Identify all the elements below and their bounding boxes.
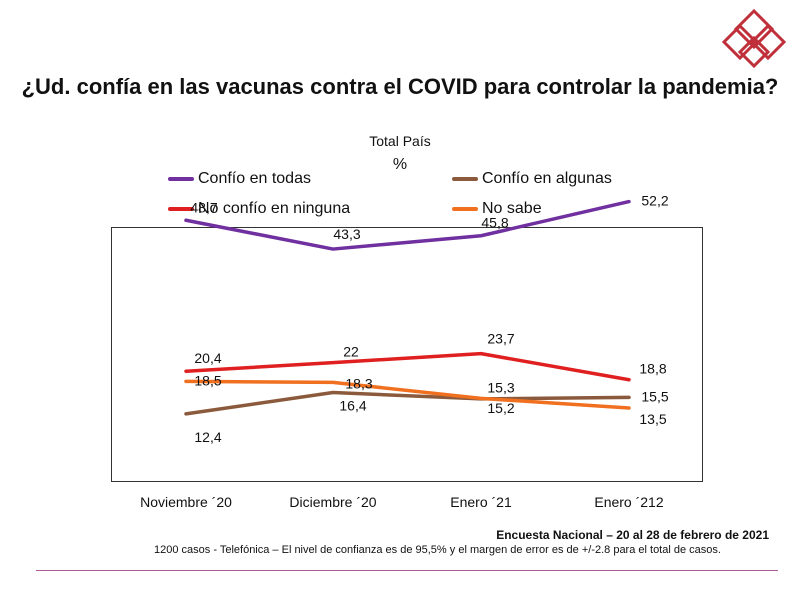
- data-label: 52,2: [641, 193, 668, 209]
- legend-swatch: [168, 177, 194, 181]
- series-line-0: [184, 199, 631, 251]
- series-line-3: [184, 379, 631, 410]
- company-logo: [721, 8, 787, 69]
- legend-swatch: [168, 207, 194, 211]
- methodology-note: 1200 casos - Telefónica – El nivel de co…: [154, 544, 721, 556]
- data-label: 16,4: [339, 398, 366, 414]
- legend-swatch: [452, 177, 478, 181]
- data-label: 15,5: [641, 388, 668, 404]
- data-label: 20,4: [194, 350, 221, 366]
- legend-swatch: [452, 207, 478, 211]
- legend-item-confio-algunas: Confío en algunas: [452, 170, 612, 188]
- legend-label: Confío en algunas: [482, 170, 612, 187]
- chart-title: ¿Ud. confía en las vacunas contra el COV…: [21, 74, 779, 99]
- legend-label: No sabe: [482, 200, 542, 217]
- legend-item-no-sabe: No sabe: [452, 200, 542, 218]
- data-label: 22: [343, 344, 359, 360]
- x-tick-label: Diciembre ´20: [289, 494, 377, 510]
- data-label: 45,8: [481, 215, 508, 231]
- data-label: 18,8: [639, 361, 666, 377]
- data-label: 48,7: [190, 199, 217, 215]
- legend-label: Confío en todas: [198, 170, 311, 187]
- x-tick-label: Noviembre ´20: [140, 494, 232, 510]
- data-label: 18,3: [345, 375, 372, 391]
- data-label: 15,3: [487, 379, 514, 395]
- data-label: 18,5: [194, 372, 221, 388]
- x-tick-label: Enero ´21: [450, 494, 512, 510]
- footer-divider: [36, 570, 778, 571]
- data-label: 15,2: [487, 400, 514, 416]
- series-line-1: [184, 390, 631, 416]
- legend-item-no-confio: No confío en ninguna: [168, 200, 350, 218]
- plot-area: [111, 227, 703, 482]
- legend-label: No confío en ninguna: [198, 200, 351, 217]
- chart-unit: %: [392, 156, 408, 173]
- data-label: 43,3: [333, 226, 360, 242]
- data-label: 13,5: [639, 411, 666, 427]
- x-tick-label: Enero ´212: [594, 494, 664, 510]
- data-label: 23,7: [487, 331, 514, 347]
- chart-subtitle: Total País: [369, 133, 431, 149]
- series-line-2: [184, 351, 631, 382]
- data-label: 12,4: [194, 429, 221, 445]
- legend-item-confio-todas: Confío en todas: [168, 170, 311, 188]
- source-note: Encuesta Nacional – 20 al 28 de febrero …: [496, 528, 769, 542]
